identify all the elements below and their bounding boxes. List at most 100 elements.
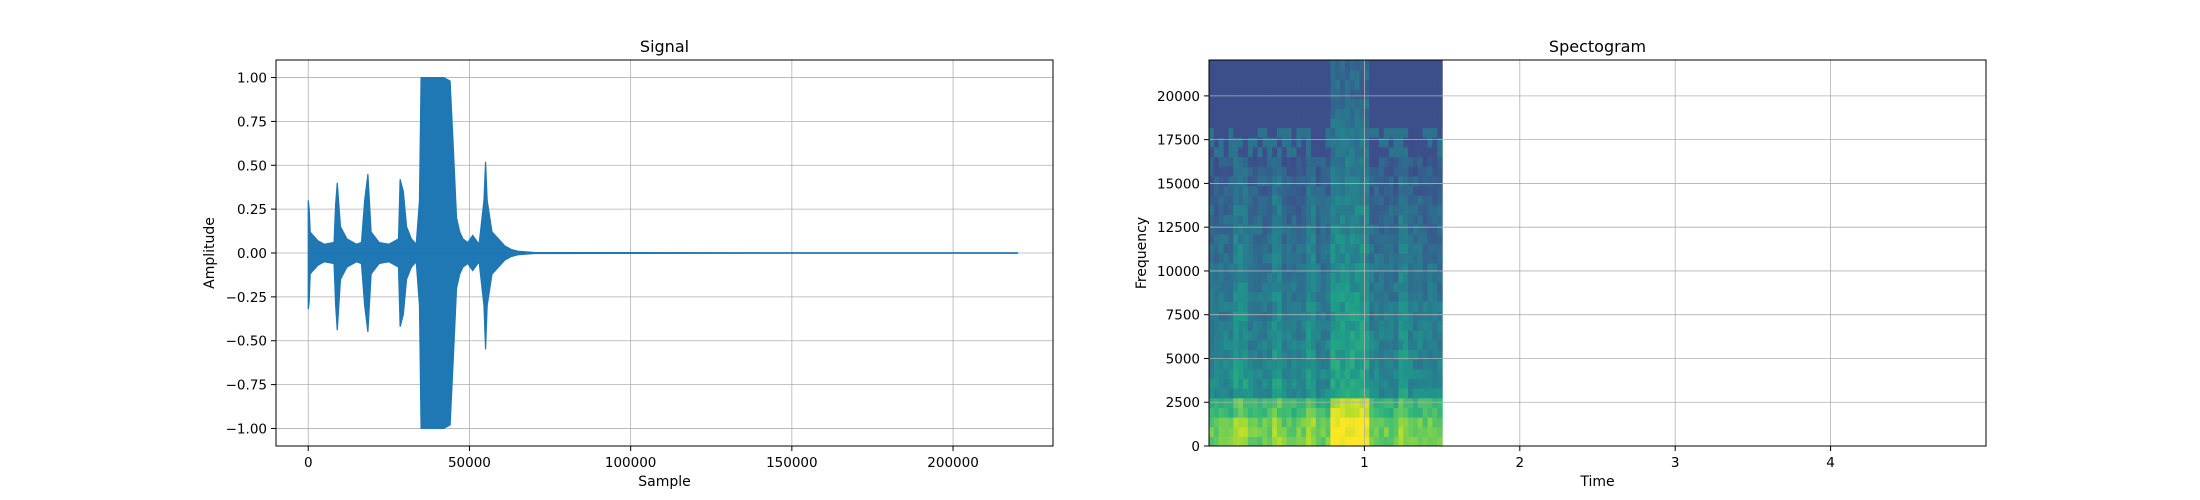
spectrogram-cell	[1340, 378, 1346, 389]
spectrogram-cell	[1330, 108, 1336, 119]
spectrogram-cell	[1432, 310, 1438, 322]
spectrogram-cell	[1306, 204, 1312, 215]
spectrogram-cell	[1252, 407, 1259, 418]
spectrogram-cell	[1378, 137, 1385, 148]
spectrogram-cell	[1209, 175, 1215, 187]
spectrogram-cell	[1296, 262, 1302, 273]
spectrogram-cell	[1408, 146, 1414, 158]
spectrogram-cell	[1344, 359, 1351, 370]
spectrogram-cell	[1383, 146, 1390, 158]
spectrogram-cell	[1223, 117, 1230, 129]
spectrogram-cell	[1437, 214, 1443, 225]
spectrogram-cell	[1286, 262, 1293, 273]
spectrogram-cell	[1296, 417, 1302, 428]
spectrogram-cell	[1306, 214, 1312, 225]
spectrogram-cell	[1209, 281, 1215, 293]
spectrogram-cell	[1320, 117, 1327, 129]
spectrogram-cell	[1398, 146, 1404, 158]
spectrogram-cell	[1257, 69, 1264, 80]
spectrogram-cell	[1257, 233, 1264, 244]
spectrogram-cell	[1335, 397, 1341, 408]
spectrogram-cell	[1276, 301, 1283, 312]
spectrogram-cell	[1218, 359, 1225, 370]
spectrogram-cell	[1335, 436, 1341, 446]
spectrogram-cell	[1257, 388, 1264, 399]
spectrogram-cell	[1238, 301, 1244, 312]
spectrogram-cell	[1281, 146, 1288, 158]
spectrogram-cell	[1262, 175, 1268, 187]
spectrogram-cell	[1437, 281, 1443, 293]
spectrogram-cell	[1276, 98, 1283, 109]
spectrogram-cell	[1374, 224, 1380, 235]
spectrogram-cell	[1378, 117, 1385, 129]
spectrogram-cell	[1427, 224, 1433, 235]
spectrogram-cell	[1344, 301, 1351, 312]
spectrogram-cell	[1301, 426, 1307, 437]
spectrogram-cell	[1301, 349, 1307, 360]
spectrogram-cell	[1393, 137, 1399, 148]
spectrogram-cell	[1238, 310, 1244, 322]
spectrogram-cell	[1281, 117, 1288, 129]
spectrogram-cell	[1262, 137, 1268, 148]
spectrogram-cell	[1344, 69, 1351, 80]
spectrogram-cell	[1252, 272, 1259, 283]
spectrogram-cell	[1310, 281, 1317, 293]
spectrogram-cell	[1398, 69, 1404, 80]
spectrogram-cell	[1257, 195, 1264, 206]
spectrogram-cell	[1422, 330, 1429, 341]
spectrogram-cell	[1330, 330, 1336, 341]
spectrogram-cell	[1296, 79, 1302, 90]
spectrogram-cell	[1291, 146, 1298, 158]
spectrogram-cell	[1393, 339, 1399, 351]
spectrogram-cell	[1369, 156, 1375, 167]
spectrogram-cell	[1354, 224, 1361, 235]
spectrogram-cell	[1349, 291, 1356, 302]
spectrogram-cell	[1374, 108, 1380, 119]
spectrogram-cell	[1325, 417, 1332, 428]
spectrogram-cell	[1378, 233, 1385, 244]
spectrogram-cell	[1301, 272, 1307, 283]
spectrogram-cell	[1296, 233, 1302, 244]
spectrogram-cell	[1369, 349, 1375, 360]
spectrogram-cell	[1393, 330, 1399, 341]
spectrogram-cell	[1330, 224, 1336, 235]
spectrogram-cell	[1267, 127, 1273, 138]
spectrogram-cell	[1378, 291, 1385, 302]
spectrogram-cell	[1340, 436, 1346, 446]
spectrogram-cell	[1320, 137, 1327, 148]
spectrogram-cell	[1213, 272, 1220, 283]
spectrogram-cell	[1291, 185, 1298, 196]
spectrogram-cell	[1417, 98, 1424, 109]
spectrogram-cell	[1247, 359, 1254, 370]
spectrogram-cell	[1437, 407, 1443, 418]
spectrogram-cell	[1408, 137, 1414, 148]
spectrogram-cell	[1228, 330, 1234, 341]
spectrogram-cell	[1286, 397, 1293, 408]
spectrogram-cell	[1276, 243, 1283, 254]
spectrogram-cell	[1228, 436, 1234, 446]
spectrogram-cell	[1272, 108, 1278, 119]
spectrogram-cell	[1408, 98, 1414, 109]
spectrogram-cell	[1238, 166, 1244, 177]
spectrogram-cell	[1412, 407, 1419, 418]
spectrogram-cell	[1427, 60, 1433, 71]
spectrogram-cell	[1242, 175, 1249, 187]
spectrogram-cell	[1403, 175, 1409, 187]
spectrogram-cell	[1310, 98, 1317, 109]
spectrogram-cell	[1296, 310, 1302, 322]
spectrogram-cell	[1233, 368, 1239, 380]
spectrogram-cell	[1427, 301, 1433, 312]
spectrogram-cell	[1296, 166, 1302, 177]
spectrogram-cell	[1330, 204, 1336, 215]
spectrogram-cell	[1374, 330, 1380, 341]
spectrogram-cell	[1325, 214, 1332, 225]
spectrogram-cell	[1393, 117, 1399, 129]
spectrogram-cell	[1306, 137, 1312, 148]
spectrogram-cell	[1242, 156, 1249, 167]
spectrogram-cell	[1383, 291, 1390, 302]
spectrogram-cell	[1359, 166, 1365, 177]
spectrogram-cell	[1233, 156, 1239, 167]
spectrogram-cell	[1213, 175, 1220, 187]
spectrogram-cell	[1374, 310, 1380, 322]
spectrogram-cell	[1364, 88, 1370, 100]
